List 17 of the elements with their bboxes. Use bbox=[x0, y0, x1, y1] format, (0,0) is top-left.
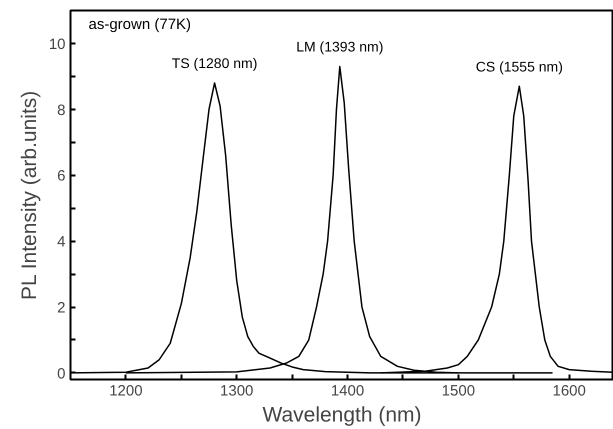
y-tick-label: 4 bbox=[57, 234, 66, 251]
x-tick-label: 1600 bbox=[552, 382, 586, 400]
x-tick-label: 1300 bbox=[220, 382, 254, 400]
annotation: LM (1393 nm) bbox=[296, 38, 384, 55]
y-tick-label: 0 bbox=[57, 365, 66, 382]
x-axis-title: Wavelength (nm) bbox=[262, 404, 422, 426]
annotation: as-grown (77K) bbox=[88, 16, 192, 33]
y-tick-label: 8 bbox=[57, 102, 66, 119]
annotation: CS (1555 nm) bbox=[476, 58, 563, 74]
y-axis-title: PL Intensity (arb.units) bbox=[18, 90, 41, 300]
annotation: TS (1280 nm) bbox=[172, 54, 258, 71]
y-tick-label: 2 bbox=[57, 300, 66, 317]
y-tick-label: 10 bbox=[48, 36, 66, 53]
x-tick-label: 1200 bbox=[109, 382, 143, 400]
y-tick-label: 6 bbox=[57, 168, 66, 185]
x-tick-label: 1400 bbox=[330, 382, 364, 400]
x-tick-label: 1500 bbox=[442, 382, 476, 400]
